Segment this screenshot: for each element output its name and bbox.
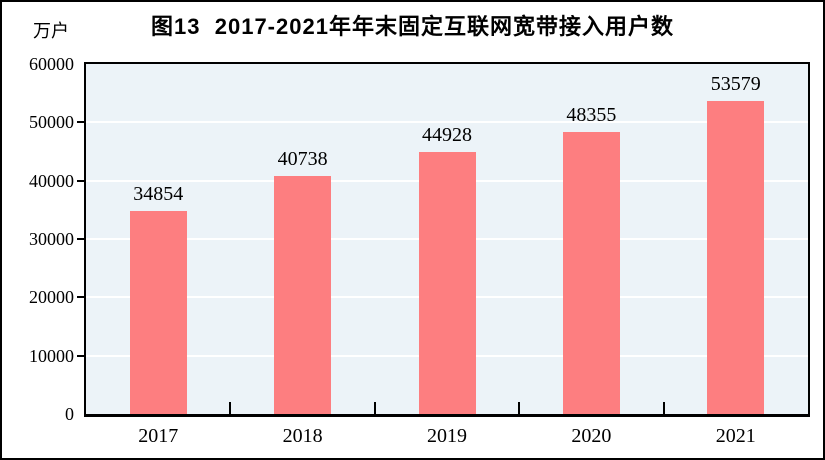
y-axis-label: 60000 (29, 54, 74, 74)
y-axis-label: 30000 (29, 229, 74, 249)
bar (129, 210, 187, 414)
bar (418, 151, 476, 414)
bar (707, 101, 765, 414)
x-axis-tick (518, 402, 521, 414)
y-axis-tick (77, 296, 84, 299)
x-axis-tick (662, 402, 665, 414)
x-axis-tick (373, 402, 376, 414)
bar (562, 131, 620, 414)
y-axis-tick (77, 354, 84, 357)
y-axis-unit-label: 万户 (33, 21, 69, 41)
x-axis-category-label: 2020 (571, 425, 612, 447)
y-axis-tick (77, 121, 84, 124)
chart-title: 图13 2017-2021年年末固定互联网宽带接入用户数 (151, 14, 674, 39)
bar (274, 176, 332, 414)
x-axis-category-label: 2017 (138, 425, 179, 447)
plot-area: 0 10000 20000 30000 40000 50000 60000 34854 2017… (29, 54, 810, 447)
y-axis-label: 50000 (29, 112, 74, 133)
bar-value-label: 44928 (422, 123, 472, 146)
bar-value-label: 48355 (566, 103, 617, 126)
y-axis-label: 20000 (29, 287, 74, 308)
x-axis-category-label: 2021 (715, 425, 756, 447)
x-axis-category-label: 2019 (427, 425, 467, 447)
bar-value-label: 53579 (710, 73, 761, 96)
bar-value-label: 34854 (133, 182, 184, 205)
y-axis-label: 0 (65, 404, 74, 424)
y-axis-tick (77, 238, 84, 240)
y-axis-tick (77, 179, 84, 182)
gridline (86, 121, 808, 124)
bar-value-label: 40738 (277, 148, 328, 171)
y-axis-label: 10000 (29, 345, 74, 366)
y-axis-label: 40000 (29, 170, 74, 191)
x-axis-tick (229, 402, 232, 414)
x-axis-category-label: 2018 (282, 425, 323, 447)
